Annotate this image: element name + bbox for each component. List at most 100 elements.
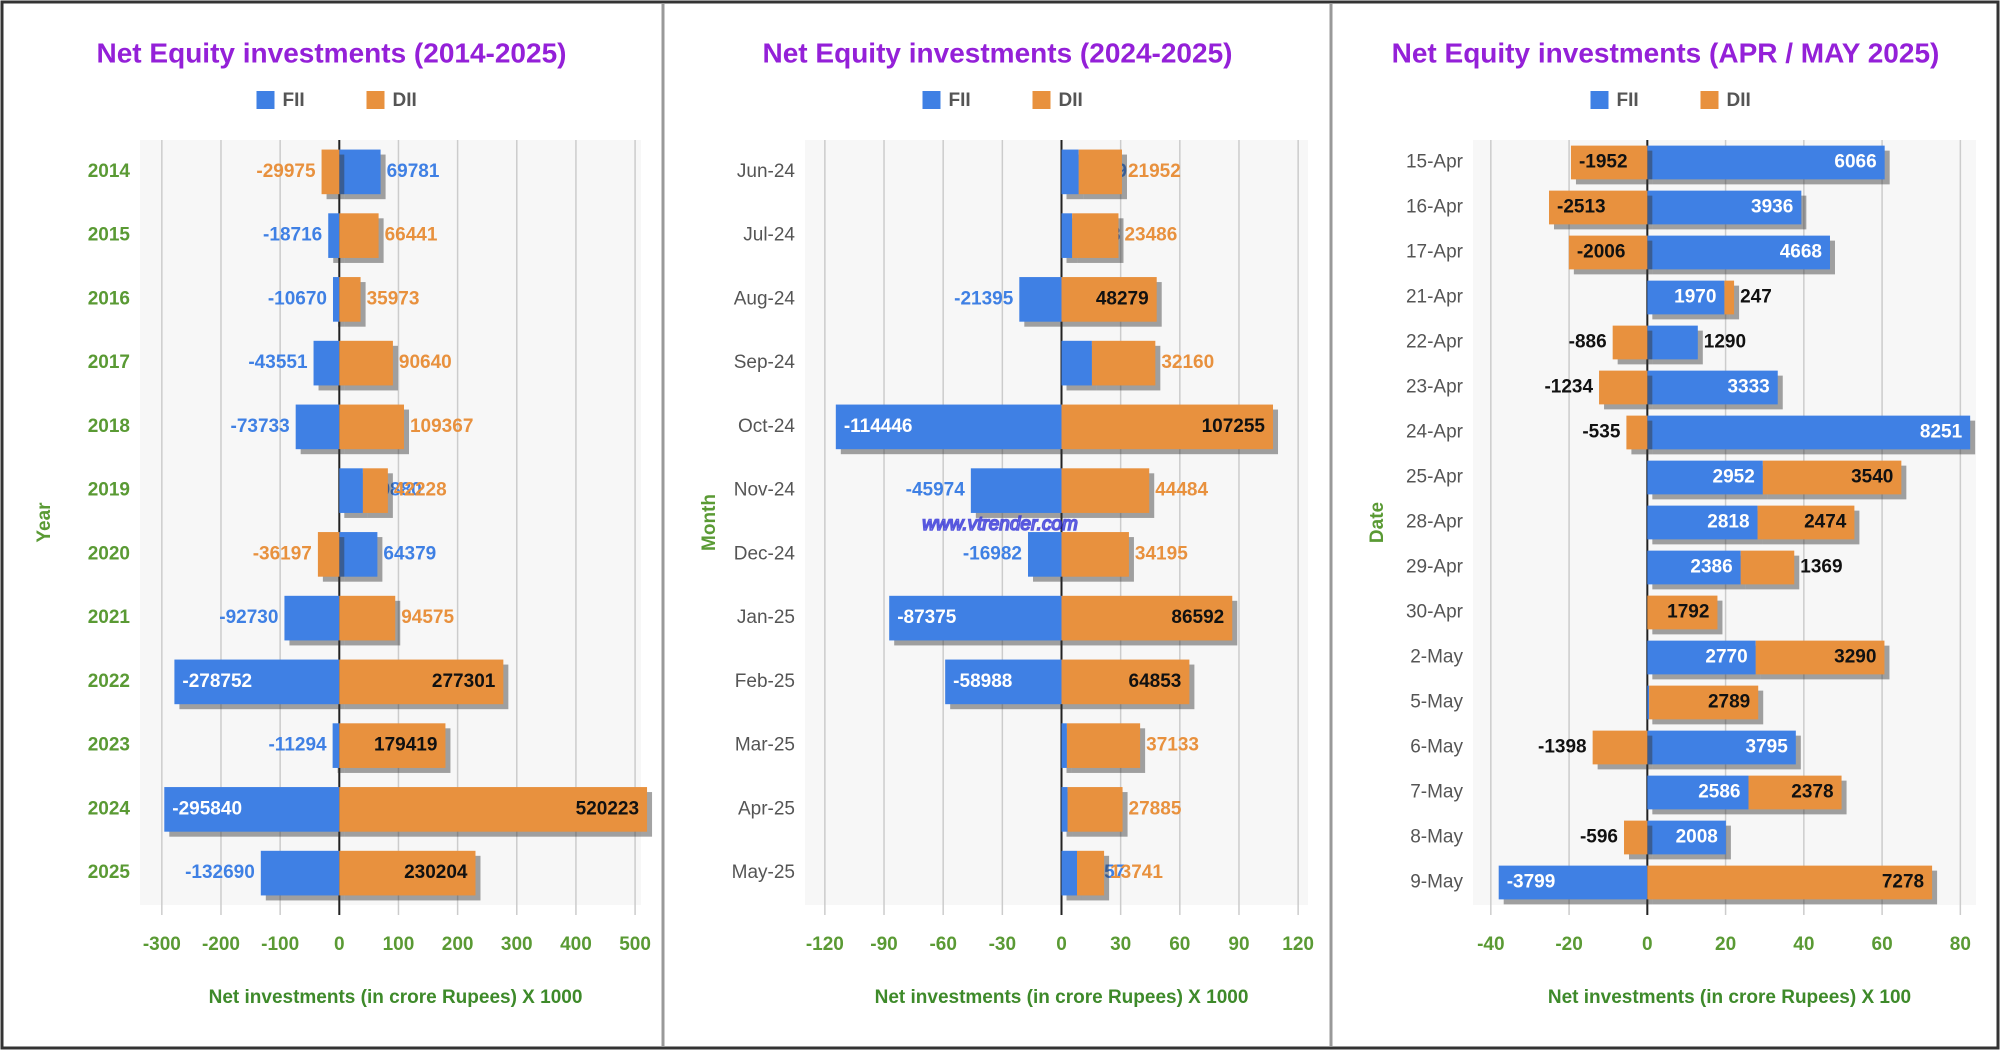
watermark: www.vtrender.com [922, 514, 1078, 535]
data-label: -92730 [219, 607, 278, 628]
bar [1061, 149, 1079, 195]
data-label: 21952 [1128, 161, 1181, 182]
bar [1028, 532, 1062, 577]
y-tick-label: 23-Apr [1406, 377, 1464, 398]
data-label: -1952 [1579, 152, 1628, 173]
bar [1549, 190, 1648, 225]
bar [284, 595, 340, 641]
x-tick-label: -100 [261, 934, 299, 955]
y-tick-label: Oct-24 [738, 416, 795, 437]
x-tick-label: -20 [1555, 934, 1582, 955]
plot-back [805, 140, 1308, 905]
x-tick-label: 500 [619, 934, 651, 955]
x-tick-label: -120 [806, 934, 844, 955]
data-label: 3540 [1851, 467, 1893, 488]
data-label: 520223 [576, 798, 639, 819]
bar [1072, 213, 1119, 258]
legend-swatch [922, 91, 941, 109]
y-axis-title: Month [699, 494, 720, 551]
y-tick-label: Dec-24 [734, 543, 796, 564]
data-label: 2770 [1705, 647, 1747, 668]
bar [1755, 640, 1885, 675]
bar [970, 468, 1062, 513]
bar [835, 404, 1062, 450]
bar [332, 723, 340, 768]
data-label: -278752 [182, 671, 252, 692]
y-tick-label: 2020 [88, 543, 130, 564]
data-label: 48279 [1096, 288, 1149, 309]
y-tick-label: Feb-25 [735, 671, 795, 692]
x-tick-label: 120 [1282, 934, 1314, 955]
y-tick-label: 17-Apr [1406, 242, 1464, 263]
bar [339, 723, 446, 768]
x-tick-label: -40 [1477, 934, 1504, 955]
y-tick-label: 2015 [88, 225, 131, 246]
bar [1624, 820, 1648, 855]
bar [339, 532, 378, 577]
legend-swatch [1700, 91, 1719, 109]
y-tick-label: 8-May [1410, 827, 1463, 848]
bar [332, 277, 340, 322]
bar [1061, 468, 1150, 513]
bar [1061, 595, 1233, 641]
data-label: 1290 [1704, 332, 1746, 353]
bar [164, 787, 340, 832]
data-label: 35973 [367, 288, 420, 309]
bar [1061, 850, 1077, 896]
y-tick-label: 2023 [88, 735, 130, 756]
legend-swatch [1590, 91, 1609, 109]
bar [1647, 280, 1725, 315]
y-tick-label: 2025 [88, 862, 131, 883]
y-tick-label: 28-Apr [1406, 512, 1464, 533]
x-tick-label: 0 [334, 934, 345, 955]
bar [1570, 145, 1648, 180]
bar [1076, 850, 1105, 896]
legend-label: DII [1727, 90, 1751, 111]
y-tick-label: 2021 [88, 607, 131, 628]
x-tick-label: 80 [1950, 934, 1971, 955]
y-tick-label: Apr-25 [738, 798, 795, 819]
x-axis-title: Net investments (in crore Rupees) X 1000 [875, 987, 1249, 1008]
y-tick-label: 2018 [88, 416, 130, 437]
bar [1061, 787, 1068, 832]
data-label: -132690 [185, 862, 255, 883]
bar [1740, 550, 1795, 585]
data-label: -596 [1580, 827, 1618, 848]
bar [1066, 723, 1141, 768]
bar [1647, 865, 1933, 900]
data-label: -18716 [263, 225, 322, 246]
x-tick-label: 200 [442, 934, 474, 955]
bar [1091, 340, 1156, 386]
legend-swatch [1032, 91, 1051, 109]
bar [1647, 685, 1650, 720]
bar [1647, 190, 1802, 225]
legend-label: FII [1617, 90, 1639, 111]
data-label: -11294 [268, 735, 327, 756]
bar [339, 595, 396, 641]
data-label: 64853 [1129, 671, 1182, 692]
bar [174, 659, 340, 705]
legend-label: DII [393, 90, 417, 111]
bar [260, 850, 340, 896]
x-axis-title: Net investments (in crore Rupees) X 1000 [209, 987, 583, 1008]
y-tick-label: 2024 [88, 798, 131, 819]
bar [1498, 865, 1648, 900]
bar [1748, 775, 1842, 810]
bar [1061, 723, 1067, 768]
y-tick-label: 2022 [88, 671, 130, 692]
y-tick-label: 30-Apr [1406, 602, 1464, 623]
bar [328, 213, 340, 258]
x-tick-label: 0 [1642, 934, 1653, 955]
y-tick-label: 22-Apr [1406, 332, 1464, 353]
x-tick-label: 60 [1872, 934, 1893, 955]
bar [339, 149, 381, 195]
data-label: 2386 [1690, 557, 1732, 578]
data-label: -114446 [844, 416, 913, 437]
chart-title: Net Equity investments (2014-2025) [97, 37, 567, 68]
x-axis-title: Net investments (in crore Rupees) X 100 [1548, 987, 1911, 1008]
data-label: -36197 [253, 543, 312, 564]
data-label: 109367 [410, 416, 473, 437]
data-label: 32160 [1161, 352, 1214, 373]
bar [1061, 213, 1073, 258]
y-tick-label: 25-Apr [1406, 467, 1464, 488]
